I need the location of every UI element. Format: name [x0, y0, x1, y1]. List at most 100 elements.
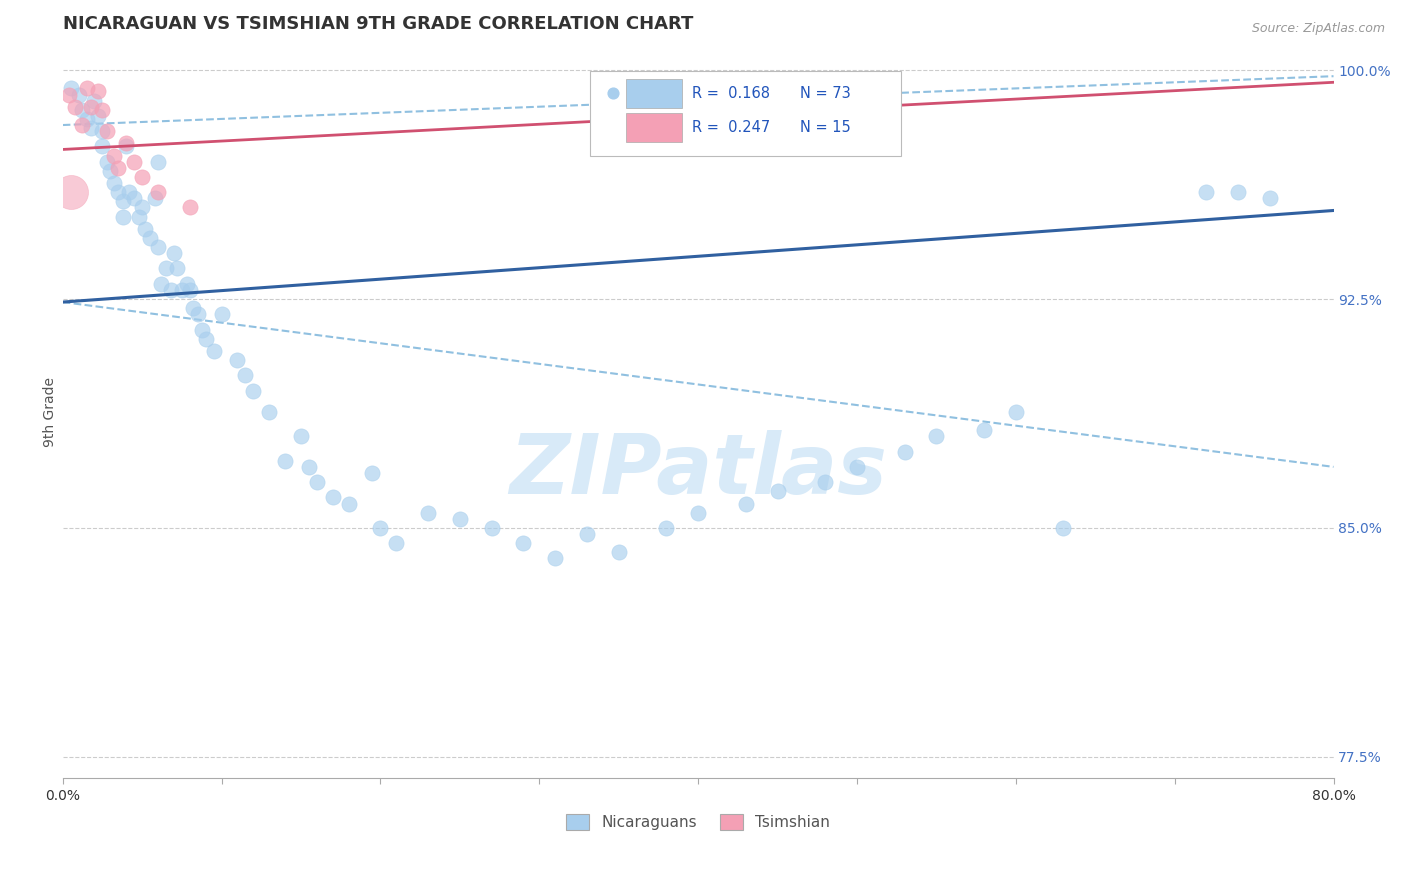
Point [150, 277, 173, 291]
Point [893, 444, 915, 458]
Point [70, 118, 93, 132]
Point [1195, 185, 1218, 199]
Point [194, 332, 217, 346]
Point [512, 536, 534, 550]
Point [146, 240, 169, 254]
Point [274, 454, 297, 468]
Point [257, 405, 280, 419]
Point [361, 466, 384, 480]
Point [70, 103, 93, 117]
FancyBboxPatch shape [591, 71, 901, 155]
Point [59, 185, 82, 199]
Point [187, 307, 209, 321]
Point [115, 136, 138, 151]
Point [370, 521, 392, 535]
Point [112, 210, 135, 224]
Text: ZIPatlas: ZIPatlas [509, 430, 887, 511]
Point [305, 475, 328, 490]
Point [103, 176, 125, 190]
Point [179, 283, 201, 297]
Point [544, 551, 567, 566]
Point [481, 521, 503, 535]
Point [80, 121, 103, 136]
FancyBboxPatch shape [626, 113, 682, 143]
Point [128, 210, 150, 224]
Point [107, 185, 129, 199]
Point [607, 545, 630, 559]
Point [86, 85, 108, 99]
Point [122, 191, 145, 205]
Point [155, 261, 177, 276]
Point [734, 496, 756, 510]
Point [146, 185, 169, 199]
Point [80, 100, 103, 114]
Point [143, 191, 166, 205]
Legend: Nicaraguans, Tsimshian: Nicaraguans, Tsimshian [560, 808, 837, 837]
Point [115, 139, 138, 153]
Point [766, 484, 789, 499]
Point [449, 512, 471, 526]
Point [91, 124, 114, 138]
Point [76, 112, 98, 126]
Point [170, 283, 193, 297]
Point [76, 81, 98, 95]
Point [98, 163, 121, 178]
Point [290, 429, 312, 443]
Point [740, 261, 762, 276]
Point [118, 185, 141, 199]
Point [235, 368, 257, 383]
Text: Source: ZipAtlas.com: Source: ZipAtlas.com [1251, 22, 1385, 36]
Point [1004, 405, 1026, 419]
Point [91, 139, 114, 153]
Point [688, 506, 710, 520]
Point [1227, 185, 1250, 199]
Point [65, 100, 87, 114]
Point [86, 109, 108, 123]
Point [226, 353, 249, 368]
Text: NICARAGUAN VS TSIMSHIAN 9TH GRADE CORRELATION CHART: NICARAGUAN VS TSIMSHIAN 9TH GRADE CORREL… [63, 15, 693, 33]
Point [139, 231, 162, 245]
Point [385, 536, 408, 550]
Y-axis label: 9th Grade: 9th Grade [44, 377, 58, 447]
Point [242, 384, 264, 398]
Point [96, 124, 118, 138]
Point [181, 301, 204, 315]
Point [103, 148, 125, 162]
Point [655, 521, 678, 535]
FancyBboxPatch shape [626, 78, 682, 108]
Point [159, 283, 181, 297]
Point [59, 81, 82, 95]
Point [163, 246, 186, 260]
Point [58, 87, 80, 102]
Point [112, 194, 135, 209]
Text: N = 73: N = 73 [800, 86, 851, 101]
Point [973, 423, 995, 437]
Point [1052, 521, 1074, 535]
Point [925, 429, 948, 443]
Point [322, 491, 344, 505]
Point [202, 343, 225, 358]
Point [134, 222, 156, 236]
Text: R =  0.247: R = 0.247 [692, 120, 770, 136]
Point [845, 459, 868, 474]
Point [131, 201, 153, 215]
Point [122, 154, 145, 169]
Point [298, 459, 321, 474]
Point [67, 87, 90, 102]
Point [575, 527, 598, 541]
Point [337, 496, 360, 510]
Point [83, 94, 105, 108]
Point [814, 475, 837, 490]
Point [179, 201, 201, 215]
Point [191, 322, 214, 336]
Point [166, 261, 188, 276]
Point [107, 161, 129, 175]
Point [91, 103, 114, 117]
Text: R =  0.168: R = 0.168 [692, 86, 769, 101]
Text: N = 15: N = 15 [800, 120, 851, 136]
Point [131, 169, 153, 184]
Point [146, 154, 169, 169]
Point [211, 307, 233, 321]
Point [416, 506, 439, 520]
Point [96, 154, 118, 169]
